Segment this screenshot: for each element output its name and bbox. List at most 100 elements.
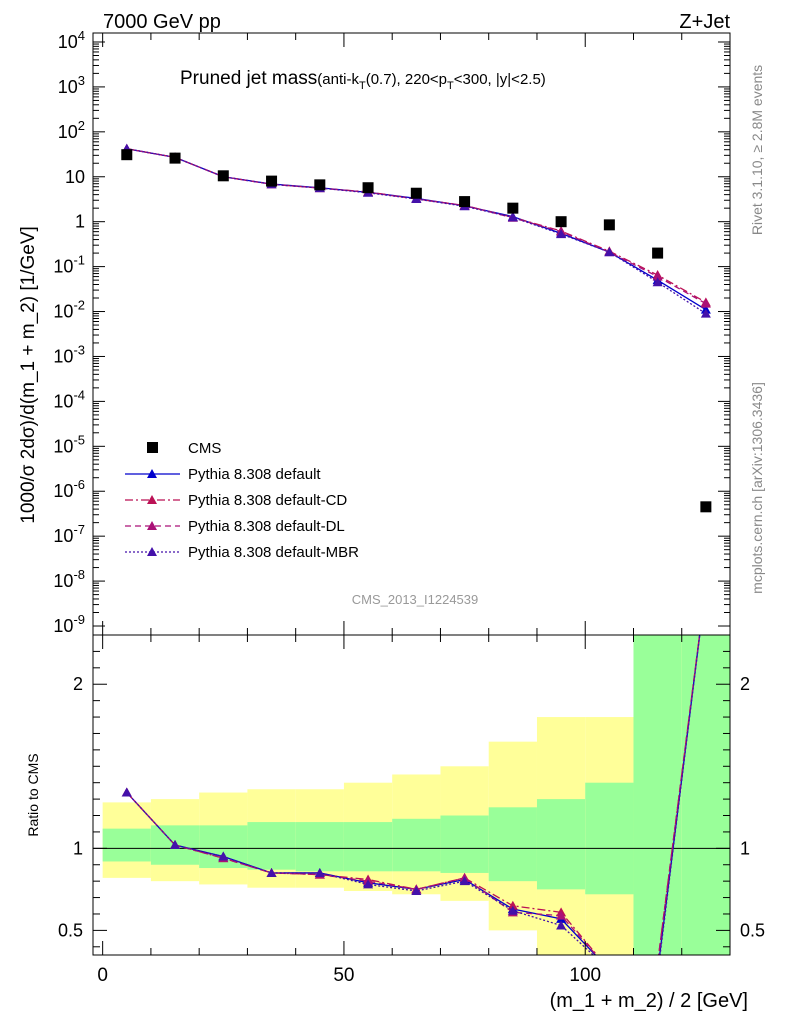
- legend-label-1: Pythia 8.308 default-CD: [188, 492, 347, 509]
- title-sub-end: <300, |y|<2.5): [454, 71, 546, 88]
- ytick-label--8: 10-8: [53, 567, 85, 591]
- band-inner-9: [536, 799, 586, 890]
- ytick-label--4: 10-4: [53, 387, 85, 411]
- ratio-bands: [102, 635, 730, 955]
- ratio-3-point-4: [314, 867, 325, 877]
- series-line-2: [126, 148, 707, 305]
- ratio-frame: [92, 634, 731, 956]
- axes: 10-910-810-710-610-510-410-310-210-11101…: [53, 28, 765, 986]
- series-line-1: [126, 148, 707, 303]
- ytick-label--6: 10-6: [53, 477, 85, 501]
- side-label-top: Rivet 3.1.10, ≥ 2.8M events: [749, 65, 765, 235]
- band-inner-7: [440, 815, 489, 873]
- series-3-point-8: [507, 212, 518, 222]
- legend-label-data: CMS: [188, 440, 221, 457]
- ytick-label-2: 102: [58, 118, 85, 142]
- ratio-3-point-6: [411, 886, 422, 895]
- ytick-label--2: 10-2: [53, 298, 85, 322]
- ytick-label--7: 10-7: [53, 522, 85, 546]
- ratio-tick-label-0.5: 0.5: [58, 920, 83, 940]
- data-point-8: [507, 202, 519, 214]
- data-point-10: [603, 219, 615, 231]
- data-point-1: [169, 152, 181, 164]
- y-axis-label: 1000/σ 2dσ)/d(m_1 + m_2) [1/GeV]: [18, 226, 39, 524]
- title-sub: (anti-k: [317, 71, 359, 88]
- xtick-label-50: 50: [333, 965, 354, 986]
- band-inner-5: [343, 822, 393, 872]
- ytick-label--1: 10-1: [53, 253, 85, 277]
- ytick-label--9: 10-9: [53, 612, 85, 636]
- legend: CMS Pythia 8.308 default Pythia 8.308 defa…: [125, 440, 359, 561]
- data-point-6: [410, 187, 422, 199]
- series-2-point-12: [700, 298, 711, 308]
- analysis-id: CMS_2013_I1224539: [352, 592, 479, 607]
- legend-marker-1: [147, 495, 157, 504]
- legend-label-2: Pythia 8.308 default-DL: [188, 518, 345, 535]
- ytick-label-0: 1: [75, 212, 85, 232]
- ytick-label-1: 10: [65, 167, 85, 187]
- data-point-7: [459, 196, 471, 208]
- band-inner-8: [488, 807, 537, 882]
- title-main: Pruned jet mass: [180, 68, 317, 89]
- ytick-label--5: 10-5: [53, 432, 85, 456]
- title-sub-t: T: [359, 80, 366, 92]
- title-sub-t2: T: [447, 80, 454, 92]
- ratio-3-point-2: [218, 851, 229, 861]
- ytick-label-4: 104: [58, 28, 85, 52]
- header-left: 7000 GeV pp: [103, 11, 221, 33]
- ratio-3-point-7: [459, 876, 470, 886]
- data-point-0: [121, 149, 133, 161]
- ytick-label--3: 10-3: [53, 342, 85, 366]
- ratio-tick-label-2: 2: [73, 674, 83, 694]
- series-2-point-11: [652, 271, 663, 281]
- legend-marker-2: [147, 521, 157, 530]
- legend-marker-0: [147, 469, 157, 478]
- header-right: Z+Jet: [679, 11, 730, 33]
- main-lines: [121, 143, 712, 513]
- ratio-tick-label-right-0.5: 0.5: [740, 920, 765, 940]
- series-3-point-10: [604, 247, 615, 257]
- data-point-2: [217, 170, 229, 182]
- ratio-y-axis-label: Ratio to CMS: [25, 753, 41, 836]
- ratio-3-point-0: [121, 787, 132, 797]
- xtick-label-100: 100: [569, 965, 601, 986]
- ratio-3-point-9: [556, 920, 567, 930]
- side-label-bottom: mcplots.cern.ch [arXiv:1306.3436]: [749, 382, 765, 594]
- legend-marker-3: [147, 547, 157, 556]
- data-point-11: [652, 247, 664, 259]
- series-3-point-11: [652, 277, 663, 287]
- series-3-point-9: [556, 229, 567, 239]
- ytick-label-3: 103: [58, 73, 85, 97]
- ratio-3-point-5: [363, 879, 374, 889]
- series-3-point-12: [700, 308, 711, 318]
- xtick-label-0: 0: [97, 965, 108, 986]
- ratio-tick-label-right-2: 2: [740, 674, 750, 694]
- band-inner-12: [681, 635, 730, 955]
- ratio-tick-label-right-1: 1: [740, 838, 750, 858]
- data-point-4: [314, 179, 326, 191]
- ratio-3-point-3: [266, 867, 277, 877]
- ratio-1-point-8: [507, 900, 518, 910]
- legend-label-3: Pythia 8.308 default-MBR: [188, 544, 359, 561]
- band-inner-3: [247, 822, 296, 870]
- data-point-3: [266, 175, 278, 187]
- data-point-5: [362, 182, 374, 194]
- band-inner-4: [295, 822, 344, 872]
- band-inner-10: [585, 782, 634, 895]
- chart-title: Pruned jet mass(anti-kT(0.7), 220<pT<300…: [180, 68, 546, 92]
- legend-label-0: Pythia 8.308 default: [188, 466, 321, 483]
- band-inner-6: [392, 818, 441, 872]
- ratio-lines: [93, 635, 730, 955]
- x-axis-label: (m_1 + m_2) / 2 [GeV]: [550, 990, 748, 1012]
- ratio-3-point-8: [507, 905, 518, 915]
- band-inner-11: [633, 635, 682, 955]
- band-inner-0: [102, 828, 151, 862]
- ratio-tick-label-1: 1: [73, 838, 83, 858]
- title-sub-rest: (0.7), 220<p: [366, 71, 447, 88]
- legend-marker-data: [147, 442, 158, 453]
- ratio-3-point-1: [170, 840, 181, 850]
- ratio-2-point-9: [556, 910, 567, 920]
- data-point-12: [700, 501, 712, 513]
- data-point-9: [555, 216, 567, 228]
